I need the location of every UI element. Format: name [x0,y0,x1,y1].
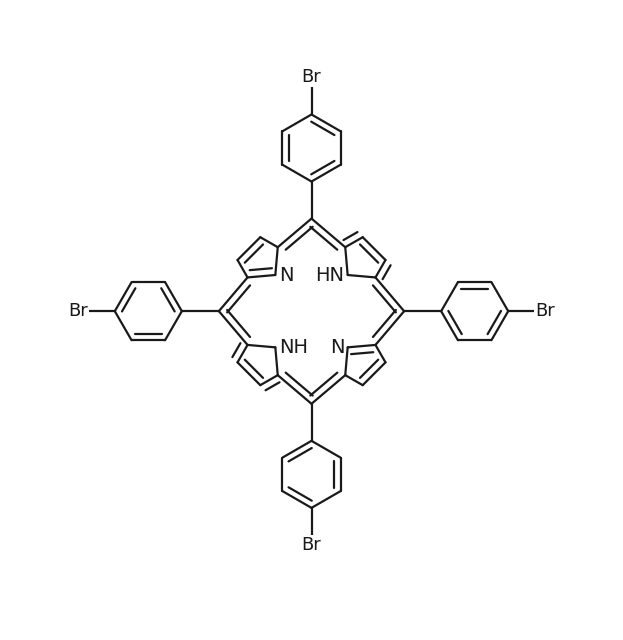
Text: NH: NH [279,338,308,357]
Text: Br: Br [302,536,321,554]
Text: Br: Br [302,68,321,86]
Text: HN: HN [315,266,344,285]
Text: N: N [330,338,344,357]
Text: Br: Br [68,302,88,320]
Text: Br: Br [535,302,555,320]
Text: N: N [279,266,293,285]
